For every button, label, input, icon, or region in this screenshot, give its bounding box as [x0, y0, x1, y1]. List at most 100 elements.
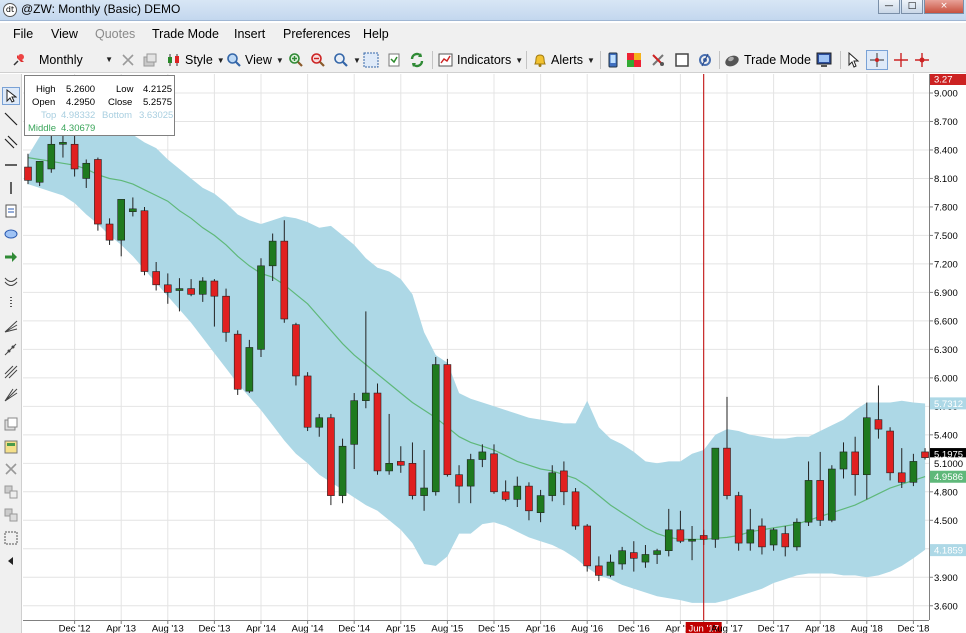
refresh-icon[interactable]	[408, 50, 426, 70]
x-tick-label: Aug '15	[431, 624, 463, 633]
menu-view[interactable]: View	[51, 27, 78, 41]
indicators-menu[interactable]: Indicators ▼	[438, 50, 523, 70]
toolbar-divider	[600, 51, 601, 69]
toolbar-divider	[719, 51, 720, 69]
candle-body	[909, 461, 918, 483]
y-tick-label: 7.800	[934, 202, 958, 213]
pointer-tool-icon[interactable]	[2, 87, 20, 105]
candle-body	[723, 447, 731, 496]
price-badge	[930, 470, 966, 483]
price-badge	[930, 448, 966, 461]
candle-body	[571, 491, 580, 527]
gann-tool-icon[interactable]	[2, 386, 20, 404]
pin-icon[interactable]	[10, 50, 28, 70]
group-icon[interactable]	[2, 483, 20, 501]
pointer-icon[interactable]	[846, 50, 860, 70]
candle-body	[839, 451, 848, 470]
gear-icon[interactable]	[697, 50, 713, 70]
select-box-icon[interactable]	[2, 529, 20, 547]
view-menu[interactable]: View ▼	[226, 50, 284, 70]
bollinger-middle-line	[27, 157, 926, 540]
channel-tool-icon[interactable]	[2, 133, 20, 151]
properties-icon[interactable]	[2, 415, 20, 433]
calculator-icon[interactable]	[2, 438, 20, 456]
price-chart[interactable]: 9.000 8.700 8.400 8.100 7.800 7.500 7.200 6.900…	[23, 74, 966, 633]
candle-body	[82, 162, 91, 179]
x-tick-label: Aug '16	[571, 624, 603, 633]
delete-drawing-icon[interactable]	[2, 460, 20, 478]
select-area-icon[interactable]	[362, 50, 380, 70]
toolbar-divider	[526, 51, 527, 69]
menu-trade-mode[interactable]: Trade Mode	[152, 27, 219, 41]
y-tick-label: 6.000	[934, 373, 958, 384]
close-chart-icon[interactable]	[120, 50, 136, 70]
menu-help[interactable]: Help	[363, 27, 389, 41]
style-menu[interactable]: Style ▼	[166, 50, 225, 70]
phone-icon[interactable]	[605, 50, 621, 70]
chevron-down-icon: ▼	[216, 55, 225, 65]
x-tick-label: Apr '16	[526, 624, 556, 633]
period-select[interactable]: Monthly ▼	[32, 50, 116, 70]
x-tick-label: Apr '17	[665, 624, 695, 633]
open-label: Open	[32, 97, 56, 108]
close-button[interactable]: ×	[924, 0, 964, 14]
trade-mode-button[interactable]: Trade Mode	[724, 50, 811, 70]
bell-icon	[534, 54, 546, 67]
price-badge-label: 5.1975	[934, 450, 963, 461]
note-tool-icon[interactable]	[2, 202, 20, 220]
layers-icon[interactable]	[2, 506, 20, 524]
heatmap-icon[interactable]	[626, 50, 642, 70]
toolbar: Monthly ▼ Style ▼ View ▼ ▼ Indicators ▼	[0, 47, 966, 73]
cursor-date-badge	[685, 622, 722, 633]
tools-icon[interactable]	[650, 50, 666, 70]
price-badge	[930, 457, 966, 470]
candle-body	[164, 284, 172, 293]
middle-label: Middle	[28, 123, 56, 134]
menu-preferences[interactable]: Preferences	[283, 27, 351, 41]
alerts-label: Alerts	[551, 53, 583, 67]
trendline-tool-icon[interactable]	[2, 110, 20, 128]
pitchfork-tool-icon[interactable]	[2, 340, 20, 358]
candle-body	[117, 199, 125, 241]
vertical-line-tool-icon[interactable]	[2, 179, 20, 197]
candle-body	[373, 392, 382, 472]
ruler-tool-icon[interactable]	[2, 294, 20, 312]
ellipse-tool-icon[interactable]	[2, 225, 20, 243]
menu-insert[interactable]: Insert	[234, 27, 266, 41]
link-icon[interactable]	[142, 50, 158, 70]
candle-body	[828, 468, 836, 521]
crosshair-dot-icon[interactable]	[866, 50, 888, 70]
app-icon: dt	[3, 3, 17, 17]
candle-body	[210, 280, 219, 297]
y-tick-label: 6.600	[934, 316, 958, 327]
zoom-menu-icon[interactable]: ▼	[333, 50, 361, 70]
minimize-button[interactable]: —	[878, 0, 900, 14]
chart-canvas[interactable]: 9.000 8.700 8.400 8.100 7.800 7.500 7.200 6.900…	[23, 74, 966, 633]
arrow-tool-icon[interactable]	[2, 248, 20, 266]
candle-body	[175, 288, 184, 291]
chevron-down-icon: ▼	[275, 55, 284, 65]
bottom-label: Bottom	[102, 110, 133, 121]
alerts-menu[interactable]: Alerts ▼	[532, 50, 595, 70]
window-icon[interactable]	[674, 50, 690, 70]
menu-file[interactable]: File	[13, 27, 34, 41]
crosshair-target-icon[interactable]	[914, 50, 930, 70]
horizontal-line-tool-icon[interactable]	[2, 156, 20, 174]
scroll-arrow-icon[interactable]	[2, 552, 20, 570]
page-icon[interactable]	[386, 50, 402, 70]
view-label: View	[245, 53, 272, 67]
candle-body	[513, 485, 522, 500]
fan-tool-icon[interactable]	[2, 317, 20, 335]
candles-icon	[168, 54, 179, 66]
fibonacci-tool-icon[interactable]	[2, 363, 20, 381]
wave-tool-icon[interactable]	[2, 271, 20, 289]
candle-body	[711, 447, 720, 540]
maximize-button[interactable]: □	[901, 0, 923, 14]
crosshair-icon[interactable]	[893, 50, 909, 70]
candle-body	[129, 208, 137, 212]
zoom-out-icon[interactable]	[310, 50, 326, 70]
candle-body	[490, 453, 498, 493]
period-value: Monthly	[39, 53, 83, 67]
monitor-icon[interactable]	[816, 50, 834, 70]
zoom-in-icon[interactable]	[288, 50, 304, 70]
